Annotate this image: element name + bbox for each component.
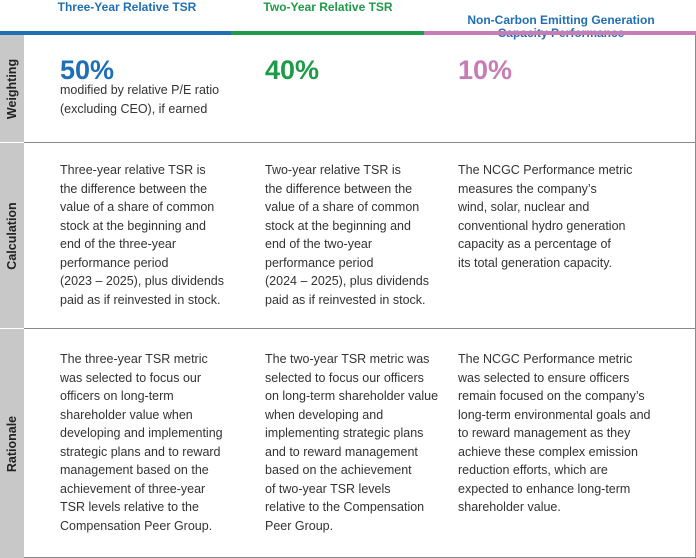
rationale-ncgc: The NCGC Performance metric was selected… [458,352,651,514]
row-label-rationale: Rationale [0,329,24,558]
rationale-three-year: The three-year TSR metric was selected t… [60,352,223,533]
weighting-value-ncgc: 10% [458,55,513,85]
calculation-two-year: Two-year relative TSR is the difference … [265,163,430,307]
row-label-weighting: Weighting [0,35,24,142]
column-title: Two-Year Relative TSR [263,0,393,14]
row-label-text: Weighting [5,58,19,119]
column-header-ncgc: Non-Carbon Emitting Generation Capacity … [426,0,696,40]
weighting-value-three-year: 50% [60,55,115,85]
column-header-three-year-tsr: Three-Year Relative TSR [24,0,230,33]
calculation-three-year: Three-year relative TSR is the differenc… [60,163,225,307]
column-title: Non-Carbon Emitting Generation Capacity … [467,13,655,40]
row-label-text: Rationale [5,415,19,472]
row-label-text: Calculation [5,201,19,270]
calculation-ncgc: The NCGC Performance metric measures the… [458,163,633,270]
header-rule-green [231,31,424,35]
weighting-value-two-year: 40% [265,55,320,85]
rationale-two-year: The two-year TSR metric was selected to … [265,352,439,533]
header-rule-blue [0,31,231,35]
row-label-calculation: Calculation [0,143,24,328]
row-divider [24,328,696,329]
header-rule-pink [424,31,696,35]
column-header-two-year-tsr: Two-Year Relative TSR [232,0,424,33]
column-title: Three-Year Relative TSR [57,0,197,14]
weighting-note: modified by relative P/E ratio (excludin… [60,83,220,116]
row-divider [24,142,696,143]
